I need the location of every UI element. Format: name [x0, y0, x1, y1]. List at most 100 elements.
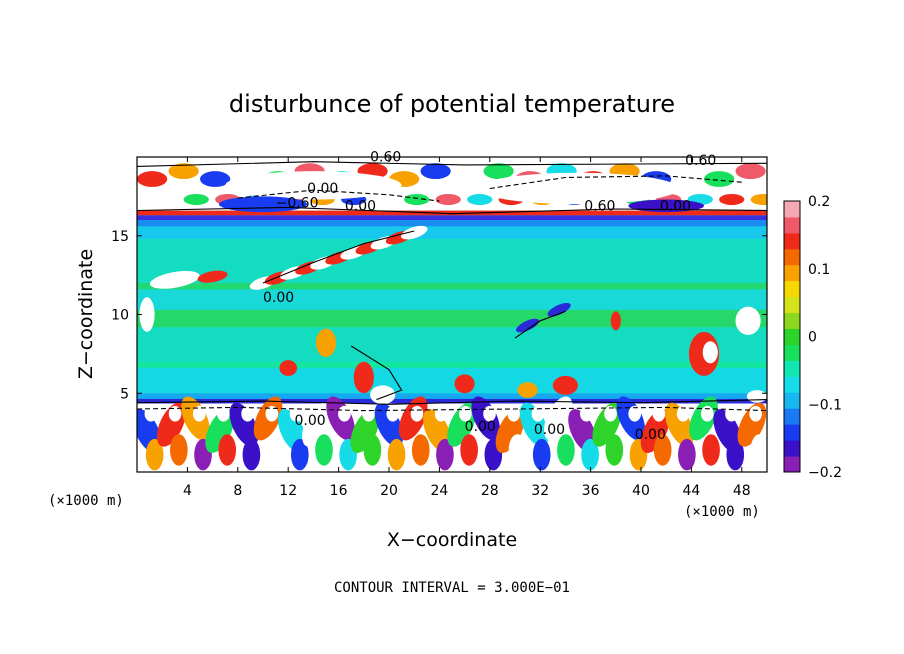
x-tick-label: 8 — [233, 483, 242, 499]
heatmap-cell — [420, 163, 451, 180]
heatmap-cell — [197, 270, 228, 283]
heatmap-cell — [183, 194, 209, 206]
heatmap-cell — [372, 194, 398, 206]
heatmap-cell — [702, 434, 720, 466]
heatmap-cell — [735, 306, 761, 335]
heatmap-cell — [410, 405, 424, 422]
y-tick-label: 5 — [120, 386, 129, 402]
heatmap-cell — [265, 405, 279, 422]
contour-label: −0.60 — [276, 195, 319, 211]
y-axis-ticks: 5 10 15 — [111, 229, 767, 402]
heatmap-cell — [404, 194, 430, 206]
heatmap-cell — [726, 438, 745, 471]
heatmap-cell — [552, 375, 579, 395]
heatmap-cell — [435, 194, 461, 206]
colorbar-swatch — [784, 312, 800, 330]
heatmap-cell — [719, 194, 745, 206]
heatmap-cell — [483, 163, 514, 180]
heatmap-cell — [604, 405, 617, 422]
heatmap-cell — [725, 405, 738, 422]
heatmap-cell — [363, 434, 382, 466]
heatmap-cell — [290, 438, 309, 471]
heatmap-cell — [315, 434, 333, 466]
heatmap-cell — [547, 302, 571, 317]
contour-line — [137, 399, 767, 405]
heatmap-cell — [452, 171, 483, 187]
contour-label: 0.00 — [263, 290, 294, 306]
z-axis-unit-right: (×1000 m) — [684, 504, 760, 520]
heatmap-band — [137, 309, 767, 328]
contour-label: 0.00 — [635, 427, 666, 443]
heatmap-cell — [370, 385, 396, 405]
heatmap-band — [137, 398, 767, 404]
colorbar-swatch — [784, 408, 800, 425]
x-tick-label: 24 — [430, 483, 448, 499]
colorbar-frame — [783, 200, 801, 473]
heatmap-band — [137, 283, 767, 290]
contour-label: 0.00 — [465, 419, 496, 435]
colorbar-tick-label: −0.1 — [808, 397, 842, 413]
heatmap-cell — [289, 405, 303, 422]
heatmap-cell — [532, 438, 551, 471]
heatmap-cell — [702, 341, 718, 364]
heatmap-band — [137, 226, 767, 239]
colorbar-tick-label: −0.2 — [808, 465, 842, 481]
colorbar-swatch — [784, 440, 800, 457]
heatmap-cell — [664, 402, 694, 447]
colorbar-swatch — [784, 264, 800, 282]
heatmap-cell — [315, 328, 337, 358]
heatmap-cell — [460, 434, 478, 466]
heatmap-band — [137, 393, 767, 399]
heatmap-cell — [229, 402, 259, 447]
x-axis-ticks: 4 8 12 16 20 24 28 32 36 40 44 48 — [183, 157, 751, 499]
contour-line — [137, 206, 767, 215]
heatmap-cell — [516, 318, 540, 333]
colorbar-swatch — [784, 280, 800, 298]
heatmap-cell — [467, 194, 493, 206]
colorbar-swatch — [784, 456, 800, 473]
heatmap-cell — [652, 405, 666, 422]
contour-label: 0.60 — [370, 150, 401, 166]
heatmap-band — [137, 215, 767, 220]
x-tick-label: 28 — [481, 483, 499, 499]
colorbar: 0.2 0.1 0 −0.1 −0.2 — [783, 194, 842, 481]
heatmap-cell — [192, 405, 206, 422]
heatmap-cell — [735, 163, 766, 180]
y-axis-label: Z−coordinate — [75, 249, 97, 379]
contour-line — [514, 310, 566, 339]
colorbar-swatch — [784, 392, 800, 409]
colorbar-swatch — [784, 424, 800, 441]
x-tick-label: 16 — [330, 483, 348, 499]
heatmap-cell — [152, 194, 178, 206]
heatmap-cell — [676, 405, 690, 422]
heatmap-cell — [750, 434, 767, 466]
x-axis-unit-left: (×1000 m) — [48, 493, 124, 509]
heatmap-cell — [672, 163, 703, 180]
colorbar-swatch — [784, 201, 800, 218]
heatmap-cell — [217, 405, 230, 422]
heatmap-cell — [580, 405, 593, 422]
heatmap-cell — [454, 374, 475, 394]
heatmap-cell — [610, 311, 621, 331]
heatmap-cell — [750, 194, 767, 206]
heatmap-band — [137, 238, 767, 283]
contour-line — [137, 161, 767, 167]
colorbar-swatch — [784, 216, 800, 234]
heatmap-cell — [144, 405, 158, 422]
colorbar-swatch — [784, 248, 800, 266]
heatmap-cell — [168, 405, 182, 422]
heatmap-cell — [386, 405, 400, 422]
heatmap-cell — [145, 438, 164, 471]
contour-label: 0.00 — [295, 413, 326, 429]
heatmap-cell — [266, 434, 285, 466]
colorbar-swatch — [784, 376, 800, 393]
heatmap-cell — [555, 405, 569, 422]
heatmap-cell — [605, 434, 624, 466]
contour-label: 0.00 — [307, 181, 338, 197]
x-tick-label: 44 — [682, 483, 700, 499]
heatmap-band — [137, 289, 767, 310]
heatmap-band — [137, 327, 767, 362]
colorbar-swatch — [784, 296, 800, 314]
contour-labels: 0.60 0.600.00−0.60 0.00 0.60 0.000.000.00 0.0… — [263, 150, 716, 443]
contour-line — [350, 345, 403, 401]
